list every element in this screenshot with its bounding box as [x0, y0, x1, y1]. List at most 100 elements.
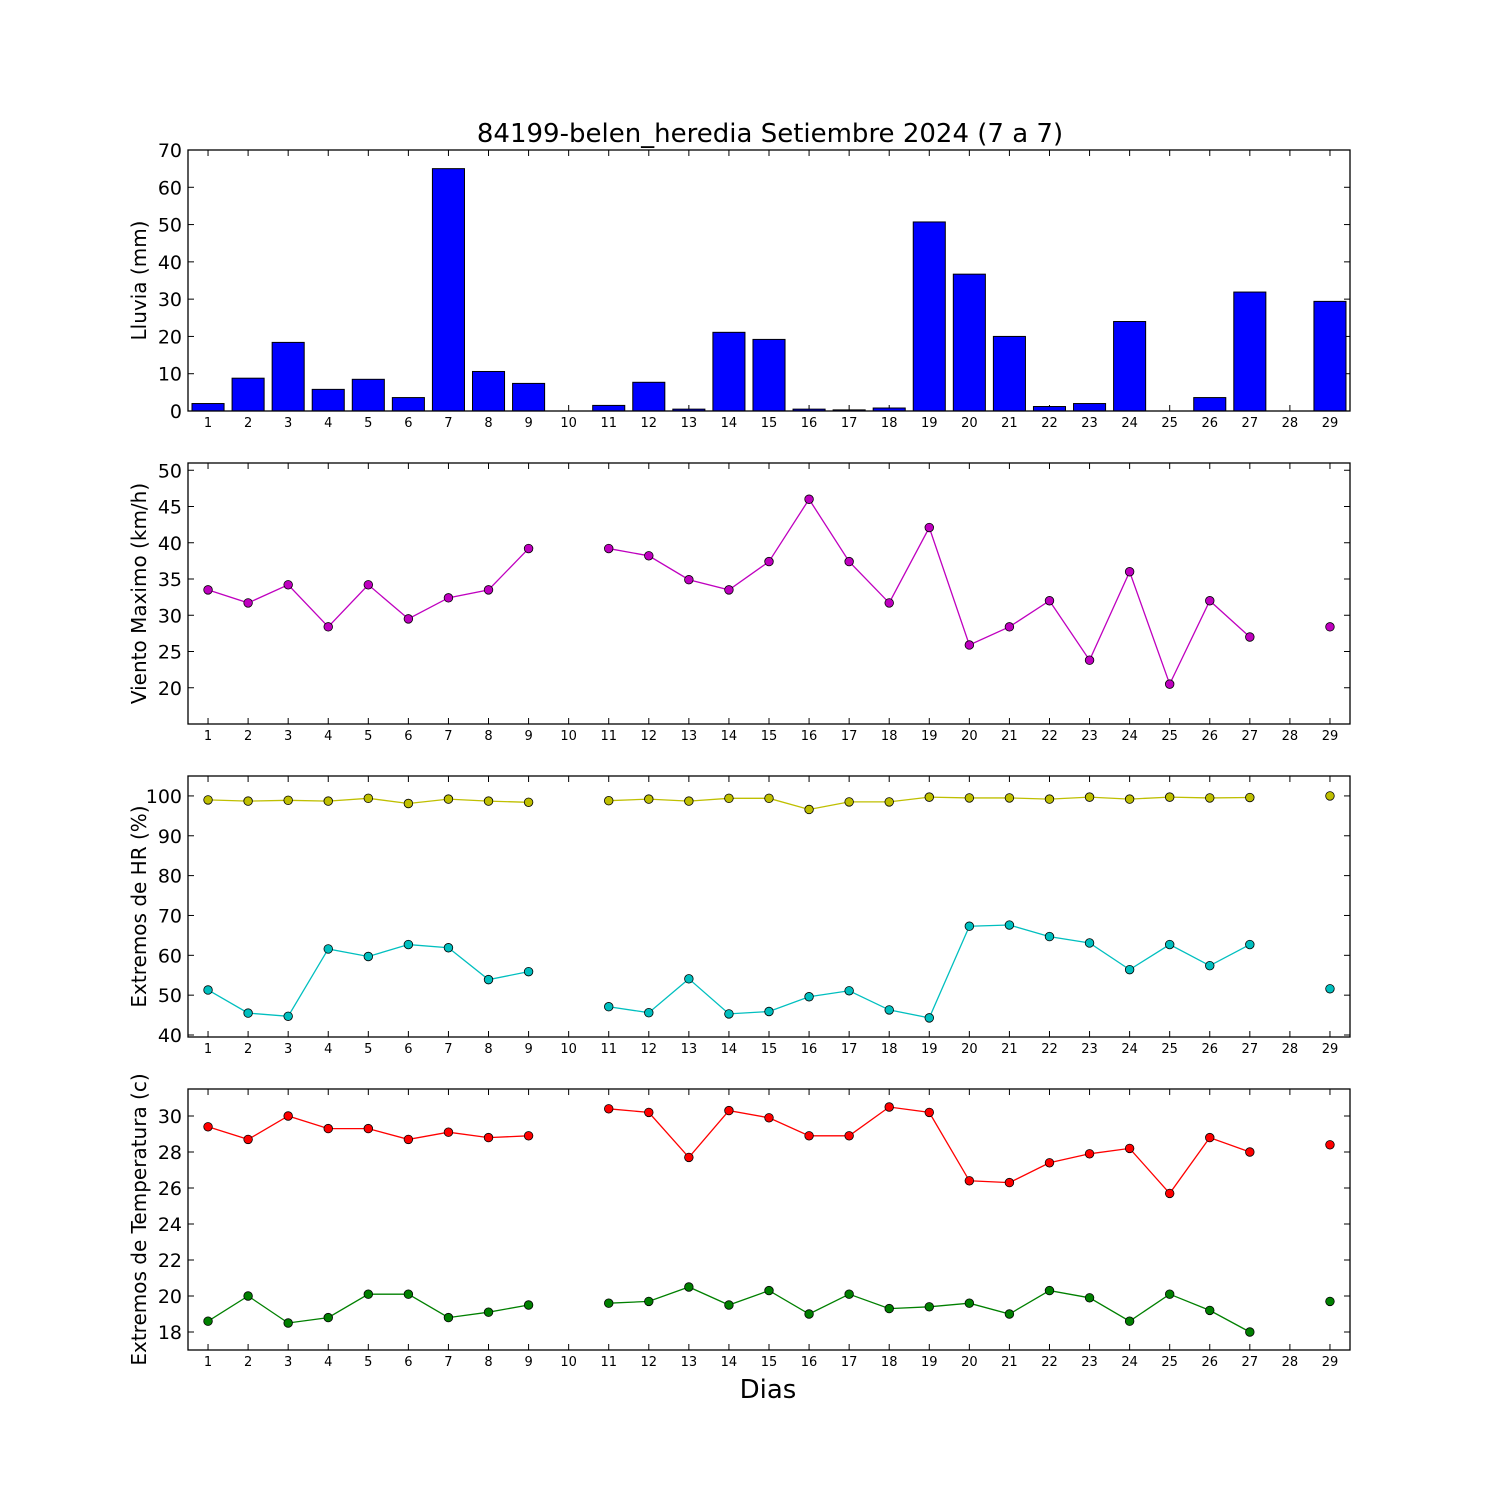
data-point: [1124, 964, 1135, 975]
data-point: [724, 793, 734, 804]
x-tick-label: 4: [324, 729, 332, 744]
bar: [1193, 397, 1227, 412]
data-point: [844, 1131, 854, 1141]
data-point: [1124, 1316, 1135, 1326]
x-tick-label: 5: [364, 729, 372, 744]
data-point: [1084, 938, 1095, 948]
data-point: [363, 580, 374, 590]
data-point: [203, 585, 213, 595]
data-point: [804, 804, 814, 815]
data-point: [644, 551, 654, 561]
data-point: [1205, 960, 1215, 971]
x-tick-label: 22: [1041, 416, 1058, 431]
data-point: [243, 1134, 253, 1145]
y-tick-label: 18: [158, 1322, 182, 1344]
y-tick-label: 30: [158, 605, 182, 627]
data-point: [1164, 679, 1175, 689]
data-point: [523, 1300, 534, 1310]
data-point: [684, 1282, 694, 1292]
data-point: [1124, 1143, 1135, 1154]
x-tick-label: 28: [1282, 416, 1299, 431]
data-point: [323, 622, 333, 632]
data-point: [443, 794, 454, 804]
bar: [191, 403, 225, 412]
x-tick-label: 17: [841, 729, 858, 744]
x-tick-label: 24: [1121, 416, 1138, 431]
x-tick-label: 11: [600, 1355, 617, 1370]
x-tick-label: 13: [681, 1355, 698, 1370]
bar: [512, 382, 546, 412]
bar: [351, 378, 385, 412]
data-point: [1164, 792, 1175, 802]
x-tick-label: 12: [641, 729, 658, 744]
data-point: [283, 1318, 293, 1328]
x-tick-label: 17: [841, 1042, 858, 1057]
data-point: [403, 1134, 414, 1145]
x-tick-label: 5: [364, 1042, 372, 1057]
x-tick-label: 2: [244, 1042, 252, 1057]
x-tick-label: 3: [284, 416, 292, 431]
x-tick-label: 6: [404, 1355, 412, 1370]
x-tick-label: 14: [721, 416, 738, 431]
data-point: [443, 593, 454, 603]
y-axis-label: Extremos de HR (%): [127, 805, 151, 1007]
data-point: [1325, 984, 1335, 994]
data-point: [924, 792, 934, 802]
x-tick-label: 2: [244, 1355, 252, 1370]
y-tick-label: 24: [158, 1214, 182, 1236]
y-tick-label: 40: [158, 1025, 182, 1047]
x-tick-label: 13: [681, 729, 698, 744]
data-point: [323, 944, 333, 954]
data-point: [724, 1009, 734, 1019]
x-tick-label: 15: [761, 729, 778, 744]
data-point: [684, 974, 694, 984]
y-tick-label: 60: [158, 177, 182, 199]
x-tick-label: 16: [801, 1042, 818, 1057]
x-axis-label: Dias: [740, 1375, 797, 1405]
x-tick-label: 1: [204, 1355, 212, 1370]
data-point: [1205, 1305, 1215, 1316]
x-tick-label: 16: [801, 416, 818, 431]
x-tick-label: 7: [444, 729, 452, 744]
data-point: [924, 1013, 934, 1023]
x-tick-label: 12: [641, 416, 658, 431]
data-point: [844, 986, 854, 996]
x-tick-label: 10: [560, 1355, 577, 1370]
y-tick-label: 70: [158, 905, 182, 927]
data-point: [243, 1291, 253, 1301]
data-point: [1004, 1309, 1015, 1319]
data-point: [964, 640, 975, 650]
x-tick-label: 1: [204, 416, 212, 431]
x-tick-label: 25: [1161, 729, 1178, 744]
bar: [1313, 300, 1347, 412]
x-tick-label: 15: [761, 1042, 778, 1057]
x-tick-label: 4: [324, 416, 332, 431]
x-tick-label: 25: [1161, 1355, 1178, 1370]
data-point: [1205, 596, 1215, 606]
chart-title: 84199-belen_heredia Setiembre 2024 (7 a …: [477, 119, 1063, 149]
x-tick-label: 21: [1001, 1042, 1018, 1057]
y-tick-label: 25: [158, 642, 182, 664]
x-tick-label: 9: [524, 1042, 532, 1057]
y-axis-label: Extremos de Temperatura (c): [127, 1073, 151, 1365]
data-point: [203, 795, 213, 805]
data-point: [1004, 793, 1015, 803]
bar: [231, 377, 265, 412]
x-tick-label: 17: [841, 1355, 858, 1370]
x-tick-label: 11: [600, 1042, 617, 1057]
data-point: [684, 1152, 694, 1163]
x-tick-label: 29: [1322, 729, 1339, 744]
x-tick-label: 18: [881, 1042, 898, 1057]
x-tick-label: 5: [364, 416, 372, 431]
data-point: [483, 796, 494, 806]
x-tick-label: 22: [1041, 1042, 1058, 1057]
data-point: [1245, 1147, 1255, 1157]
bar: [912, 221, 946, 412]
x-tick-label: 12: [641, 1042, 658, 1057]
data-point: [403, 939, 414, 950]
y-tick-label: 40: [158, 533, 182, 555]
y-tick-label: 20: [158, 326, 182, 348]
